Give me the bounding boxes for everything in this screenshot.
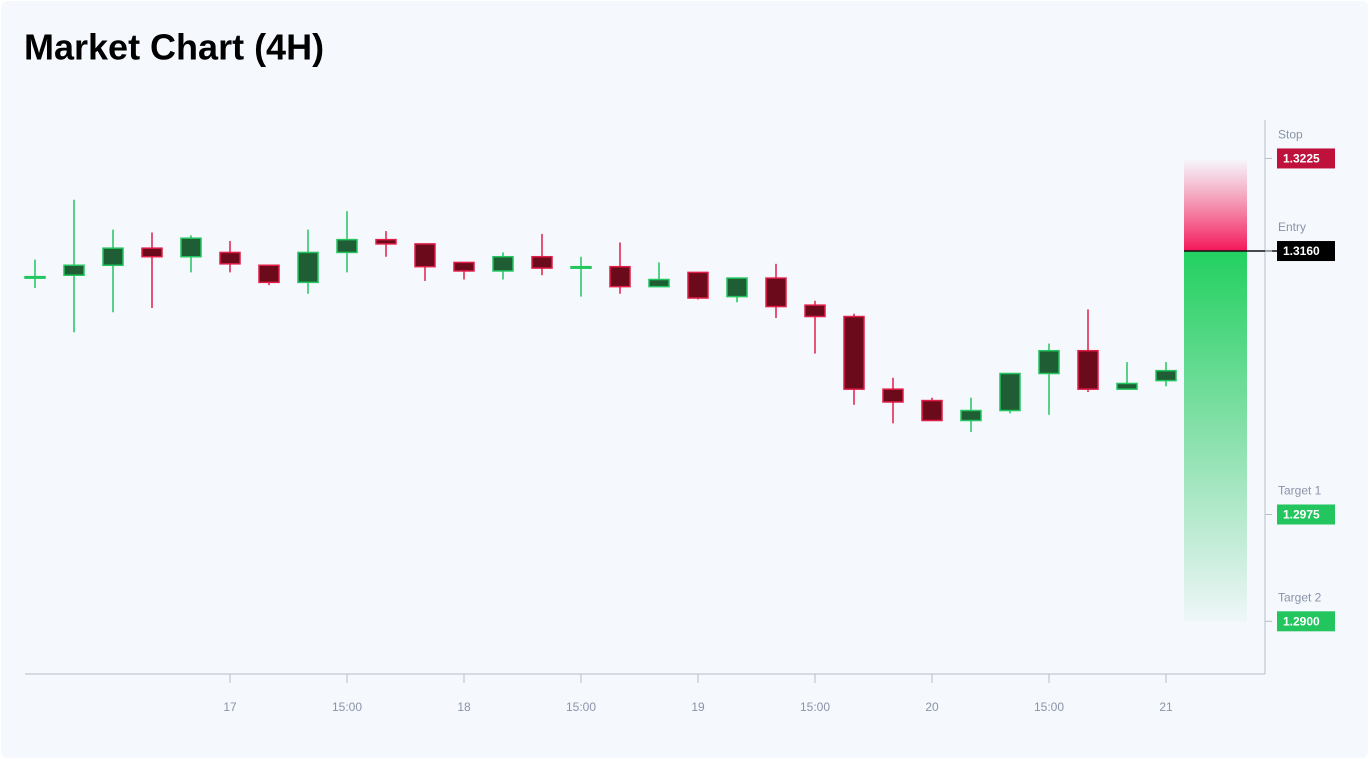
level-label: 1.3225	[1283, 152, 1320, 166]
candle-body	[687, 271, 709, 299]
candle-body	[102, 247, 124, 267]
candle-body	[453, 261, 475, 272]
candle-body	[63, 264, 85, 276]
x-tick-label: 19	[691, 700, 705, 714]
level-badge	[1277, 241, 1335, 262]
x-tick-label: 15:00	[800, 700, 830, 714]
candle-body	[960, 409, 982, 422]
candle-body	[1038, 349, 1060, 375]
x-tick-label: 15:00	[1034, 700, 1064, 714]
candle-body	[999, 372, 1021, 412]
x-tick-label: 15:00	[566, 700, 596, 714]
candle-body	[180, 237, 202, 258]
candle-body	[258, 264, 280, 284]
x-tick-label: 21	[1159, 700, 1173, 714]
x-tick-label: 18	[457, 700, 471, 714]
x-tick-label: 20	[925, 700, 939, 714]
candle-body	[492, 255, 514, 272]
candle-body	[141, 247, 163, 258]
candle-body	[726, 277, 748, 298]
level-name: Target 1	[1278, 484, 1322, 498]
candle-body	[804, 304, 826, 318]
candle-body	[1155, 369, 1177, 382]
candle-body	[843, 315, 865, 390]
candle-body	[1077, 349, 1099, 390]
candle-body	[414, 243, 436, 268]
candle-body	[1116, 382, 1138, 390]
chart-title: Market Chart (4H)	[24, 27, 324, 68]
level-badge	[1277, 148, 1335, 169]
level-badge	[1277, 611, 1335, 632]
level-name: Stop	[1278, 128, 1303, 142]
target-zone	[1184, 251, 1247, 622]
candle-body	[609, 265, 631, 288]
candle-body	[219, 251, 241, 265]
level-label: 1.2900	[1283, 614, 1320, 628]
level-name: Entry	[1278, 220, 1306, 234]
candle-body	[570, 265, 592, 269]
candle-body	[765, 277, 787, 308]
candle-body	[297, 251, 319, 284]
level-label: 1.2975	[1283, 508, 1320, 522]
level-label: 1.3160	[1283, 244, 1320, 258]
x-tick-label: 15:00	[332, 700, 362, 714]
level-name: Target 2	[1278, 590, 1322, 604]
candle-body	[882, 388, 904, 403]
level-badge	[1277, 504, 1335, 525]
candle-body	[648, 278, 670, 288]
candle-body	[336, 238, 358, 254]
candle-body	[375, 238, 397, 245]
candle-body	[24, 275, 46, 279]
candle-body	[921, 399, 943, 422]
x-tick-label: 17	[223, 700, 237, 714]
candle-body	[531, 255, 553, 269]
stop-zone	[1184, 158, 1247, 252]
